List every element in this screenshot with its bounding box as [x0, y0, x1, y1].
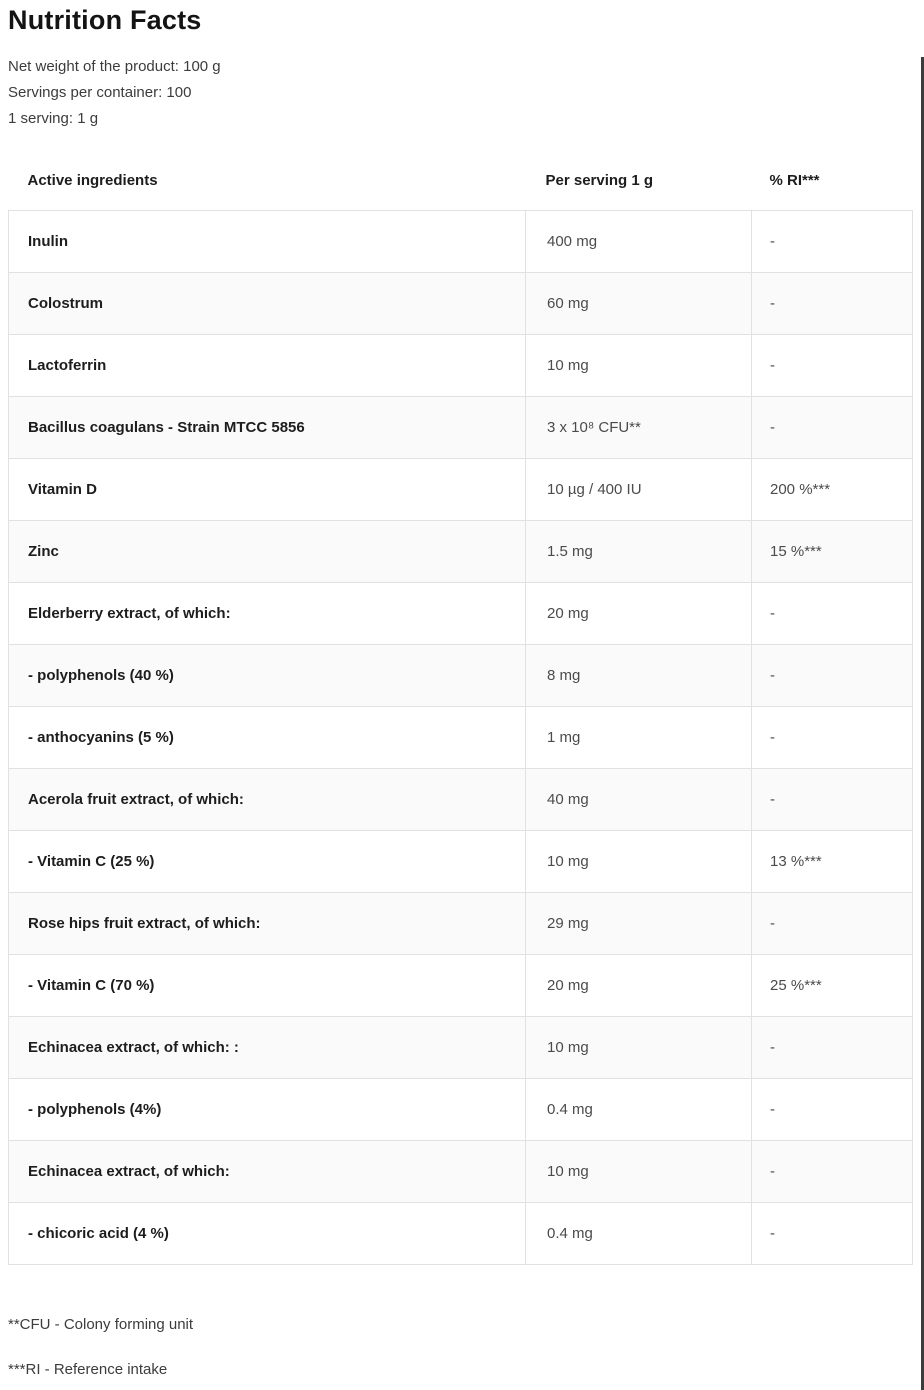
ri-value-cell: - [751, 1078, 913, 1141]
serving-info: Net weight of the product: 100 g Serving… [8, 54, 915, 132]
table-row: - Vitamin C (25 %) 10 mg 13 %*** [8, 830, 913, 893]
ingredient-name-cell: Elderberry extract, of which: [8, 582, 526, 645]
per-serving-value-cell: 10 µg / 400 IU [525, 458, 752, 521]
per-serving-value-cell: 0.4 mg [525, 1078, 752, 1141]
table-row: Bacillus coagulans - Strain MTCC 5856 3 … [8, 396, 913, 459]
servings-per-container-line: Servings per container: 100 [8, 84, 192, 101]
ri-value-cell: - [751, 582, 913, 645]
ri-value-cell: - [751, 892, 913, 955]
ingredient-name-cell: - Vitamin C (25 %) [8, 830, 526, 893]
per-serving-value-cell: 60 mg [525, 272, 752, 335]
footnote-cfu: **CFU - Colony forming unit [8, 1316, 194, 1333]
per-serving-value-cell: 29 mg [525, 892, 752, 955]
ingredient-name-cell: Colostrum [8, 272, 526, 335]
ri-value-cell: 25 %*** [751, 954, 913, 1017]
ingredient-name-cell: Bacillus coagulans - Strain MTCC 5856 [8, 396, 526, 459]
per-serving-value-cell: 20 mg [525, 582, 752, 645]
ingredient-name-cell: Acerola fruit extract, of which: [8, 768, 526, 831]
ingredient-name-cell: Zinc [8, 520, 526, 583]
per-serving-value-cell: 1 mg [525, 706, 752, 769]
ingredient-name-cell: Echinacea extract, of which: : [8, 1016, 526, 1079]
ingredient-name-cell: Rose hips fruit extract, of which: [8, 892, 526, 955]
footnote-ri: ***RI - Reference intake [8, 1361, 168, 1378]
ri-value-cell: - [751, 1140, 913, 1203]
ingredient-name-cell: - polyphenols (4%) [8, 1078, 526, 1141]
nutrition-table: Active ingredients Per serving 1 g % RI*… [8, 132, 913, 1265]
table-row: Rose hips fruit extract, of which: 29 mg… [8, 892, 913, 955]
per-serving-value-cell: 0.4 mg [525, 1202, 752, 1265]
table-row: Echinacea extract, of which: 10 mg - [8, 1140, 913, 1203]
table-row: Echinacea extract, of which: : 10 mg - [8, 1016, 913, 1079]
serving-size-line: 1 serving: 1 g [8, 110, 99, 127]
column-header-ri: % RI*** [751, 132, 913, 211]
per-serving-value-cell: 10 mg [525, 830, 752, 893]
nutrition-table-header: Active ingredients Per serving 1 g % RI*… [8, 132, 913, 211]
table-row: Inulin 400 mg - [8, 210, 913, 273]
column-header-per-serving: Per serving 1 g [525, 132, 752, 211]
per-serving-value-cell: 1.5 mg [525, 520, 752, 583]
table-row: - anthocyanins (5 %) 1 mg - [8, 706, 913, 769]
table-row: Acerola fruit extract, of which: 40 mg - [8, 768, 913, 831]
ri-value-cell: - [751, 1202, 913, 1265]
table-row: - chicoric acid (4 %) 0.4 mg - [8, 1202, 913, 1265]
table-row: Zinc 1.5 mg 15 %*** [8, 520, 913, 583]
table-row: - Vitamin C (70 %) 20 mg 25 %*** [8, 954, 913, 1017]
table-row: Vitamin D 10 µg / 400 IU 200 %*** [8, 458, 913, 521]
footnotes: **CFU - Colony forming unit ***RI - Refe… [8, 1315, 915, 1380]
table-row: - polyphenols (4%) 0.4 mg - [8, 1078, 913, 1141]
page-title: Nutrition Facts [8, 5, 202, 35]
ri-value-cell: 15 %*** [751, 520, 913, 583]
ri-value-cell: - [751, 768, 913, 831]
ingredient-name-cell: Vitamin D [8, 458, 526, 521]
table-row: - polyphenols (40 %) 8 mg - [8, 644, 913, 707]
ri-value-cell: - [751, 706, 913, 769]
ri-value-cell: - [751, 1016, 913, 1079]
nutrition-table-body: Inulin 400 mg - Colostrum 60 mg - Lactof… [8, 210, 913, 1265]
per-serving-value-cell: 400 mg [525, 210, 752, 273]
ri-value-cell: 200 %*** [751, 458, 913, 521]
ingredient-name-cell: Lactoferrin [8, 334, 526, 397]
per-serving-value-cell: 8 mg [525, 644, 752, 707]
per-serving-value-cell: 3 x 10⁸ CFU** [525, 396, 752, 459]
ingredient-name-cell: Inulin [8, 210, 526, 273]
ingredient-name-cell: - polyphenols (40 %) [8, 644, 526, 707]
ri-value-cell: - [751, 272, 913, 335]
per-serving-value-cell: 20 mg [525, 954, 752, 1017]
per-serving-value-cell: 10 mg [525, 334, 752, 397]
table-row: Elderberry extract, of which: 20 mg - [8, 582, 913, 645]
column-header-active-ingredients: Active ingredients [8, 132, 526, 211]
per-serving-value-cell: 40 mg [525, 768, 752, 831]
ingredient-name-cell: - chicoric acid (4 %) [8, 1202, 526, 1265]
ri-value-cell: - [751, 396, 913, 459]
ri-value-cell: - [751, 334, 913, 397]
ingredient-name-cell: - Vitamin C (70 %) [8, 954, 526, 1017]
net-weight-line: Net weight of the product: 100 g [8, 58, 221, 75]
table-row: Colostrum 60 mg - [8, 272, 913, 335]
ri-value-cell: - [751, 644, 913, 707]
table-row: Lactoferrin 10 mg - [8, 334, 913, 397]
per-serving-value-cell: 10 mg [525, 1016, 752, 1079]
ingredient-name-cell: - anthocyanins (5 %) [8, 706, 526, 769]
ri-value-cell: - [751, 210, 913, 273]
per-serving-value-cell: 10 mg [525, 1140, 752, 1203]
ri-value-cell: 13 %*** [751, 830, 913, 893]
ingredient-name-cell: Echinacea extract, of which: [8, 1140, 526, 1203]
vertical-scrollbar-thumb[interactable] [921, 57, 924, 1390]
